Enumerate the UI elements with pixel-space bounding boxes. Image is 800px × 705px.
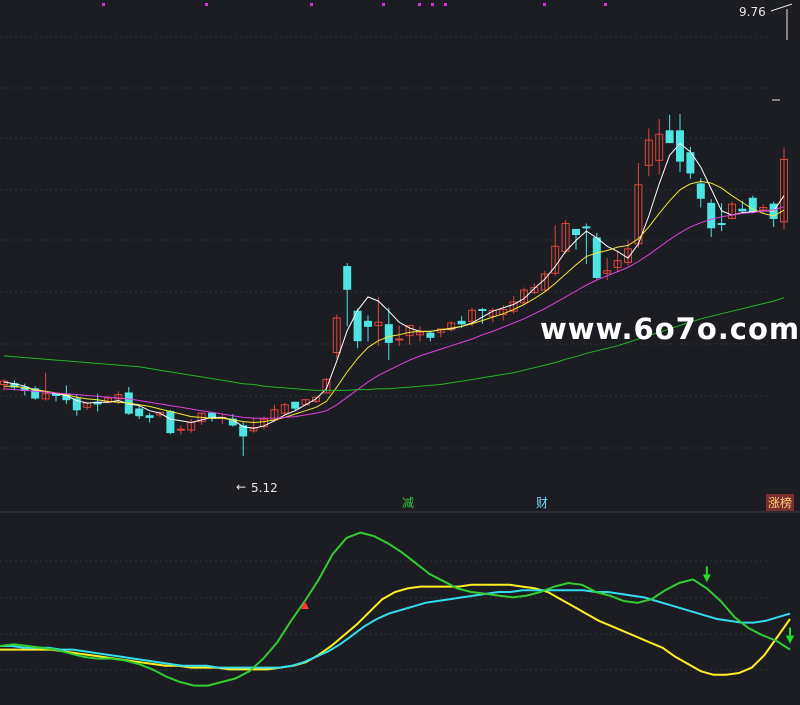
oscillator-markers — [300, 566, 794, 644]
candle-body-7 — [72, 398, 81, 411]
top-dot-3 — [382, 3, 385, 6]
ma-line-2 — [3, 206, 785, 419]
candle-body-40 — [416, 331, 424, 336]
high-leader-line — [770, 3, 793, 12]
candle-body-23 — [239, 425, 248, 437]
candle-body-53 — [551, 245, 560, 274]
candle-body-69 — [717, 223, 726, 226]
candle-body-4 — [41, 393, 50, 400]
candle-body-57 — [592, 237, 601, 278]
candle-body-36 — [374, 321, 383, 327]
oscillator-lines — [0, 531, 791, 687]
top-dot-0 — [102, 3, 105, 6]
price-high-label: 9.76 — [739, 5, 766, 19]
osc-line-2 — [0, 531, 791, 687]
moving-average-lines — [3, 142, 785, 429]
up-arrow-marker-3 — [300, 601, 309, 609]
candle-body-58 — [603, 270, 612, 274]
candle-body-15 — [156, 411, 164, 416]
candlestick-series — [0, 113, 788, 457]
candle-body-64 — [665, 130, 674, 144]
down-arrow-marker-2 — [786, 635, 794, 644]
candle-body-28 — [291, 401, 300, 409]
candle-body-51 — [530, 287, 539, 294]
candle-body-38 — [395, 338, 404, 341]
candle-body-70 — [728, 203, 736, 219]
ma-line-1 — [4, 180, 785, 424]
top-dot-1 — [205, 3, 208, 6]
down-arrow-marker-0 — [702, 574, 711, 583]
candle-body-45 — [468, 309, 476, 322]
candle-body-25 — [260, 418, 268, 428]
candle-body-31 — [322, 378, 331, 394]
top-dot-8 — [604, 3, 607, 6]
candle-body-16 — [166, 411, 175, 434]
candle-body-68 — [707, 202, 716, 229]
candle-body-33 — [343, 266, 352, 290]
price-low-arrow: ← — [236, 480, 247, 494]
top-dot-7 — [543, 3, 546, 6]
candle-body-3 — [31, 388, 40, 399]
candle-body-32 — [332, 317, 341, 354]
top-dot-2 — [310, 3, 313, 6]
candle-body-44 — [457, 320, 466, 325]
candle-body-62 — [644, 139, 653, 166]
candle-body-37 — [384, 324, 393, 343]
tag-cai[interactable]: 财 — [536, 496, 549, 510]
osc-line-1 — [0, 589, 791, 669]
tag-zhangbang[interactable]: 涨榜 — [766, 494, 795, 511]
top-dot-4 — [418, 3, 421, 6]
top-markers — [102, 3, 607, 6]
candle-body-50 — [520, 289, 528, 304]
candle-body-73 — [759, 207, 768, 211]
candle-body-27 — [280, 404, 289, 414]
candle-body-59 — [613, 260, 622, 268]
tag-jian[interactable]: 减 — [402, 496, 415, 510]
candle-body-46 — [478, 309, 487, 312]
candle-body-24 — [249, 427, 258, 432]
osc-line-0 — [0, 583, 791, 676]
ma-line-3 — [3, 297, 785, 391]
top-dot-5 — [431, 3, 434, 6]
watermark: www.6o7o.com — [540, 312, 800, 346]
grid — [0, 36, 770, 671]
candle-body-13 — [135, 408, 144, 417]
candle-body-49 — [509, 301, 518, 312]
candle-body-63 — [655, 133, 664, 161]
candle-body-67 — [696, 183, 705, 199]
ma-line-0 — [3, 142, 785, 429]
candle-body-39 — [405, 325, 414, 337]
candle-body-56 — [582, 226, 591, 229]
candle-body-41 — [426, 332, 435, 338]
price-low-label: 5.12 — [251, 481, 278, 495]
candle-body-71 — [738, 208, 747, 212]
candle-body-17 — [176, 428, 185, 431]
candle-body-11 — [114, 394, 123, 400]
candle-body-30 — [312, 396, 320, 402]
candle-body-14 — [145, 415, 154, 418]
candle-body-75 — [780, 158, 788, 223]
top-dot-6 — [444, 3, 447, 6]
candle-body-35 — [364, 320, 372, 327]
candle-body-43 — [447, 322, 456, 331]
candle-body-55 — [572, 228, 580, 235]
